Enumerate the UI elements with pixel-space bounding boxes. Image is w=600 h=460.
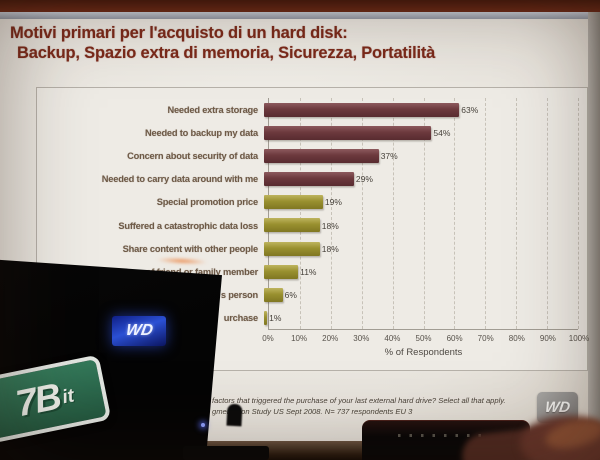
chart-row: Needed extra storage 63%: [37, 98, 579, 121]
chart-row: urchase 1%: [37, 307, 579, 330]
chart-row: Share content with other people 18%: [37, 237, 579, 260]
x-axis-tick-label: 30%: [353, 334, 370, 343]
gridline: [330, 98, 332, 329]
bar: [264, 172, 354, 187]
bar: [264, 102, 460, 117]
bar-area: 29%: [263, 168, 573, 191]
chart-x-axis-label: % of Respondents: [384, 347, 463, 358]
gridline: [516, 98, 518, 329]
bar-category-label: Needed to backup my data: [145, 127, 258, 138]
footnote-line1: factors that triggered the purchase of y…: [212, 396, 506, 405]
bar-area: 37%: [263, 144, 573, 167]
x-axis-tick-label: 60%: [446, 334, 463, 343]
bar-value-label: 63%: [461, 104, 479, 115]
bar-value-label: 18%: [321, 243, 339, 254]
chart-rows: Needed extra storage 63% Needed to backup …: [37, 98, 579, 330]
chart-row: Needed to backup my data 54%: [37, 121, 579, 144]
bar-category-label: Needed to carry data around with me: [101, 174, 258, 185]
x-axis-tick-label: 40%: [384, 334, 401, 343]
chart-row: Suffered a catastrophic data loss 18%: [37, 214, 579, 237]
chart-row: of friend or family member 11%: [37, 260, 579, 283]
footnote-line2: gmentation Study US Sept 2008. N= 737 re…: [212, 407, 413, 416]
bar-area: 11%: [263, 260, 573, 283]
bar-category-label: of friend or family member: [145, 266, 258, 277]
bar: [264, 148, 379, 163]
gridline: [547, 98, 549, 329]
x-axis-tick-label: 20%: [322, 334, 339, 343]
gridline: [578, 98, 579, 329]
projection-screen-right-edge: [588, 12, 600, 445]
slide-title-line2: Backup, Spazio extra di memoria, Sicurez…: [17, 44, 436, 62]
bar-area: 54%: [263, 121, 573, 144]
bar-chart: Needed extra storage 63% Needed to backup …: [36, 87, 589, 371]
wd-logo-monitor-text: WD: [124, 322, 154, 339]
gridline: [392, 98, 394, 329]
gridline: [299, 98, 301, 329]
x-axis-tick-label: 70%: [477, 334, 494, 343]
bar: [264, 218, 320, 233]
bar: [264, 195, 323, 210]
room-wall-band: [0, 0, 600, 12]
bar: [264, 288, 283, 302]
bar-area: 1%: [263, 307, 573, 330]
projection-screen-top-edge: [0, 12, 600, 19]
chart-x-axis-ticks: 0% 10% 20% 30% 40% 50% 60% 70% 80% 90% 100%: [262, 334, 589, 346]
slide-footnote: factors that triggered the purchase of y…: [212, 395, 552, 417]
power-led-icon: [201, 423, 205, 427]
bar-category-label: Share content with other people: [122, 243, 259, 254]
bar: [264, 125, 432, 140]
bar-value-label: 29%: [355, 174, 373, 185]
bar-value-label: 1%: [269, 313, 282, 324]
chart-plot-area: [268, 98, 579, 330]
chart-row: Special promotion price 19%: [37, 191, 579, 214]
monitor-stand: [183, 446, 269, 460]
x-axis-tick-label: 100%: [568, 334, 590, 343]
watermark-sign-suffix: it: [60, 385, 76, 409]
bar-value-label: 37%: [380, 150, 398, 161]
x-axis-tick-label: 90%: [539, 334, 556, 343]
bar-area: 18%: [263, 237, 573, 260]
slide-title: Motivi primari per l'acquisto di un hard…: [10, 23, 582, 63]
x-axis-tick-label: 0%: [262, 334, 274, 343]
gridline: [361, 98, 363, 329]
bar-category-label: s person: [220, 290, 258, 301]
wd-logo-slide-text: WD: [543, 399, 572, 416]
chart-row: s person 6%: [37, 284, 579, 307]
bar-category-label: urchase: [223, 313, 258, 324]
bar-area: 19%: [263, 191, 573, 214]
bar-area: 18%: [263, 214, 573, 237]
bar-value-label: 54%: [433, 127, 451, 138]
bar-category-label: Special promotion price: [156, 197, 259, 208]
gridline: [423, 98, 425, 329]
bar-value-label: 19%: [324, 197, 342, 208]
watermark-sign-text: 7B: [12, 375, 64, 425]
wd-logo-monitor: WD: [112, 316, 166, 346]
gridline: [485, 98, 487, 329]
bar-value-label: 18%: [321, 220, 339, 231]
bar: [264, 241, 320, 256]
bar: [264, 311, 268, 326]
bar-category-label: Concern about security of data: [127, 150, 258, 161]
x-axis-tick-label: 80%: [508, 334, 525, 343]
chart-row: Needed to carry data around with me 29%: [37, 168, 579, 191]
bar-area: 63%: [263, 98, 573, 121]
x-axis-tick-label: 10%: [291, 334, 308, 343]
device-button-row: [398, 434, 490, 437]
bar-value-label: 11%: [300, 266, 317, 277]
slide-title-line1: Motivi primari per l'acquisto di un hard…: [10, 24, 348, 42]
bar-category-label: Suffered a catastrophic data loss: [118, 220, 258, 231]
gridline: [454, 98, 456, 329]
chart-row: Concern about security of data 37%: [37, 144, 579, 167]
bar: [264, 264, 299, 279]
bar-category-label: Needed extra storage: [167, 104, 258, 115]
small-foreground-object: [226, 403, 243, 427]
x-axis-tick-label: 50%: [415, 334, 432, 343]
bar-area: 6%: [263, 284, 573, 307]
bar-value-label: 6%: [284, 290, 297, 301]
